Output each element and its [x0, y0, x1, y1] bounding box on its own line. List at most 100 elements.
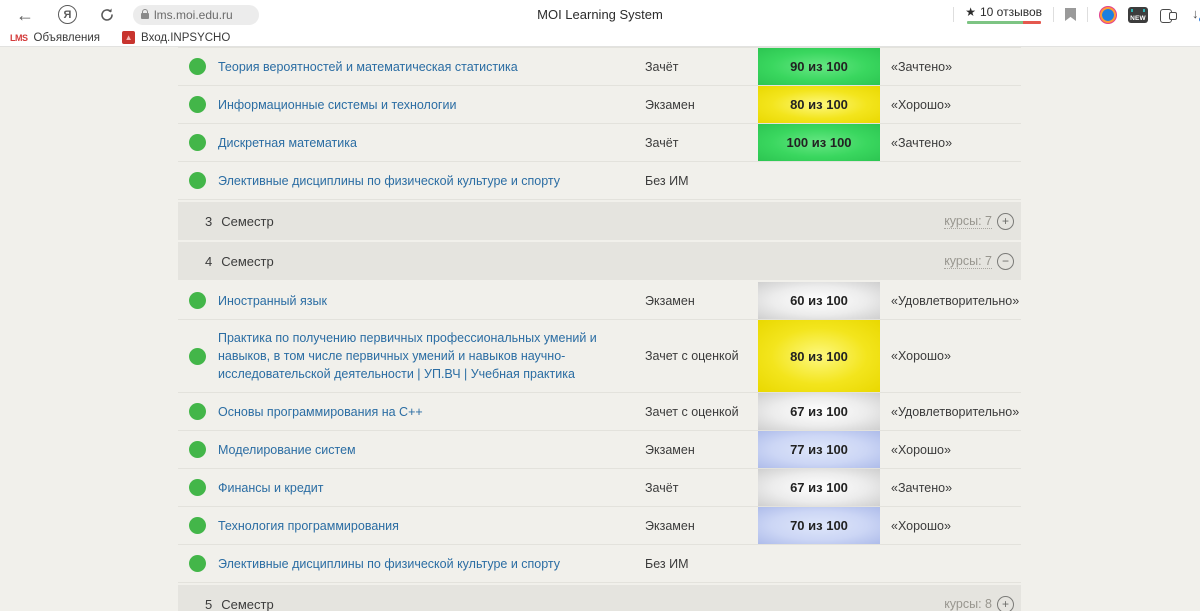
- lock-icon: [141, 9, 149, 19]
- bookmark-item-inpsycho[interactable]: ▲ Вход.INPSYCHO: [122, 31, 230, 44]
- grades-table: Теория вероятностей и математическая ста…: [178, 47, 1021, 611]
- control-type-label: Зачёт: [645, 480, 679, 495]
- refresh-icon[interactable]: [99, 7, 115, 23]
- course-row: Моделирование систем Экзамен 77 из 100 «…: [178, 431, 1021, 469]
- course-name-cell: Элективные дисциплины по физической куль…: [218, 162, 645, 199]
- control-type-label: Экзамен: [645, 442, 695, 457]
- score-text: 77 из 100: [790, 442, 848, 457]
- courses-count-link[interactable]: курсы: 7: [944, 253, 992, 269]
- address-bar[interactable]: lms.moi.edu.ru: [133, 4, 259, 25]
- course-name-cell: Дискретная математика: [218, 124, 645, 161]
- score-text: 60 из 100: [790, 293, 848, 308]
- score-badge: 60 из 100: [758, 282, 880, 319]
- semester-label: Семестр: [221, 596, 274, 611]
- grade-label: [880, 162, 1021, 199]
- course-link[interactable]: Технология программирования: [218, 518, 399, 533]
- semester-label: Семестр: [221, 213, 274, 229]
- lms-page: Теория вероятностей и математическая ста…: [0, 47, 1200, 611]
- control-type-label: Экзамен: [645, 293, 695, 308]
- score-text: 90 из 100: [790, 59, 848, 74]
- status-dot-icon: [189, 172, 206, 189]
- semester-number: 5: [205, 596, 213, 611]
- rating-negative-segment: [1022, 21, 1041, 24]
- extensions-icon[interactable]: [1159, 7, 1177, 23]
- course-link[interactable]: Моделирование систем: [218, 442, 356, 457]
- semester-label: Семестр: [221, 253, 274, 269]
- status-dot-icon: [189, 479, 206, 496]
- download-arrow-glyph: ↓: [1192, 5, 1199, 21]
- browser-toolbar: ← Я lms.moi.edu.ru MOI Learning System ★…: [0, 0, 1200, 29]
- course-row: Иностранный язык Экзамен 60 из 100 «Удов…: [178, 282, 1021, 320]
- extension-color-circle-icon[interactable]: [1099, 5, 1117, 24]
- control-type-label: Зачет с оценкой: [645, 349, 739, 363]
- refresh-glyph: [101, 8, 113, 21]
- course-link[interactable]: Основы программирования на C++: [218, 404, 423, 419]
- course-link[interactable]: Дискретная математика: [218, 135, 357, 150]
- course-row: Дискретная математика Зачёт 100 из 100 «…: [178, 124, 1021, 162]
- lms-favicon: LMS: [10, 32, 28, 43]
- bookmarks-bar: LMS Объявления ▲ Вход.INPSYCHO: [0, 29, 1200, 47]
- score-badge: 90 из 100: [758, 48, 880, 85]
- status-dot-icon: [189, 292, 206, 309]
- course-link[interactable]: Информационные системы и технологии: [218, 97, 457, 112]
- course-link[interactable]: Финансы и кредит: [218, 480, 324, 495]
- expand-toggle-icon[interactable]: −: [997, 252, 1014, 270]
- status-dot-icon: [189, 517, 206, 534]
- control-type-label: Зачёт: [645, 135, 679, 150]
- course-link[interactable]: Элективные дисциплины по физической куль…: [218, 173, 561, 188]
- bookmark-label: Объявления: [33, 31, 101, 44]
- url-text: lms.moi.edu.ru: [154, 7, 233, 22]
- yandex-mode-icon[interactable]: Я: [58, 5, 77, 24]
- bookmark-label: Вход.INPSYCHO: [141, 31, 231, 44]
- course-row: Информационные системы и технологии Экза…: [178, 86, 1021, 124]
- score-text: 100 из 100: [786, 135, 852, 150]
- expand-toggle-icon[interactable]: +: [997, 595, 1014, 611]
- status-dot-icon: [189, 347, 206, 365]
- new-label: NEW: [1130, 14, 1146, 22]
- star-icon: ★: [965, 5, 976, 19]
- course-link[interactable]: Практика по получению первичных професси…: [218, 331, 597, 381]
- grade-label: «Хорошо»: [891, 97, 951, 112]
- course-name-cell: Иностранный язык: [218, 282, 645, 319]
- course-name-cell: Технология программирования: [218, 507, 645, 544]
- rating-bar: [966, 21, 1041, 24]
- site-reviews-button[interactable]: ★ 10 отзывов: [965, 5, 1042, 24]
- back-icon[interactable]: ←: [16, 4, 34, 25]
- grade-label: «Зачтено»: [891, 59, 953, 74]
- course-name-cell: Информационные системы и технологии: [218, 86, 645, 123]
- control-type-label: Зачет с оценкой: [645, 404, 739, 419]
- grade-label: «Зачтено»: [891, 135, 953, 150]
- status-cell: [178, 431, 218, 468]
- course-link[interactable]: Иностранный язык: [218, 293, 327, 308]
- course-row: Элективные дисциплины по физической куль…: [178, 162, 1021, 200]
- status-cell: [178, 393, 218, 430]
- courses-count-link[interactable]: курсы: 7: [944, 213, 992, 229]
- course-row: Технология программирования Экзамен 70 и…: [178, 507, 1021, 545]
- score-text: 67 из 100: [790, 404, 848, 419]
- courses-count-link[interactable]: курсы: 8: [944, 596, 992, 611]
- screenshot-extension-new-icon[interactable]: NEW: [1128, 6, 1148, 23]
- score-badge: [758, 545, 880, 582]
- divider: [1053, 7, 1054, 22]
- score-badge: 70 из 100: [758, 507, 880, 544]
- status-cell: [178, 469, 218, 506]
- score-badge: 77 из 100: [758, 431, 880, 468]
- course-name-cell: Моделирование систем: [218, 431, 645, 468]
- score-text: 67 из 100: [790, 480, 848, 495]
- status-cell: [178, 545, 218, 582]
- semester-number: 4: [205, 253, 213, 269]
- expand-toggle-icon[interactable]: +: [997, 212, 1014, 230]
- downloads-icon[interactable]: ↓: [1188, 6, 1200, 24]
- course-link[interactable]: Элективные дисциплины по физической куль…: [218, 556, 561, 571]
- score-text: 80 из 100: [790, 97, 848, 112]
- grade-label: «Удовлетворительно»: [891, 404, 1020, 419]
- status-dot-icon: [189, 555, 206, 572]
- course-name-cell: Финансы и кредит: [218, 469, 645, 506]
- course-link[interactable]: Теория вероятностей и математическая ста…: [218, 59, 518, 74]
- bookmark-item-announcements[interactable]: LMS Объявления: [10, 32, 100, 44]
- score-badge: 80 из 100: [758, 86, 880, 123]
- grade-label: «Хорошо»: [891, 442, 951, 457]
- inpsycho-favicon: ▲: [122, 31, 136, 44]
- bookmark-flag-icon[interactable]: [1065, 8, 1076, 21]
- score-badge: 80 из 100: [758, 320, 880, 392]
